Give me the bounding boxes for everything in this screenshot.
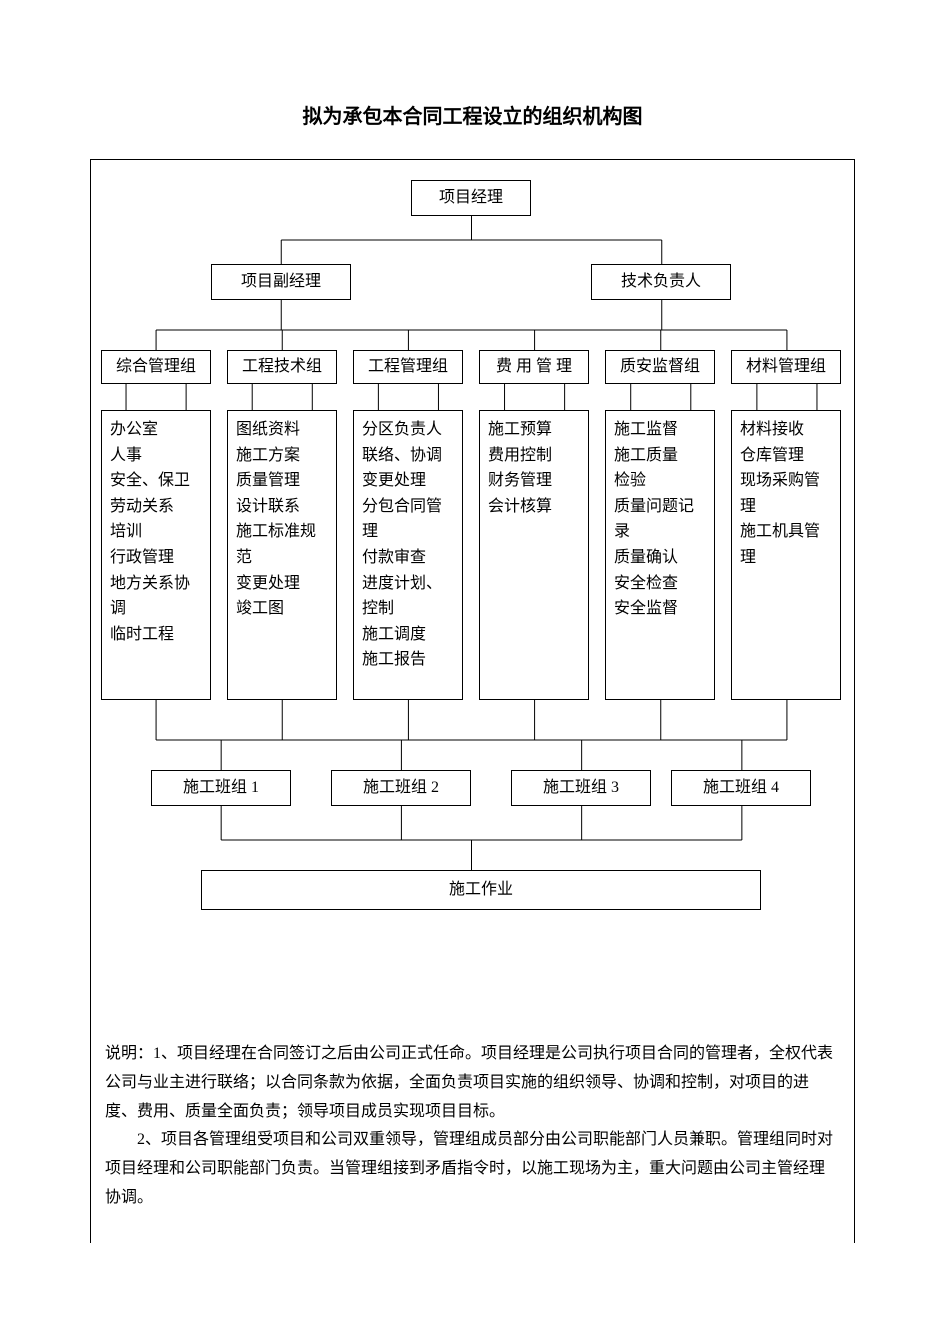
node-team-2: 施工班组 2	[331, 770, 471, 806]
detail-2: 图纸资料 施工方案 质量管理 设计联系 施工标准规范 变更处理 竣工图	[227, 410, 337, 700]
node-group-2: 工程技术组	[227, 350, 337, 384]
notes: 说明：1、项目经理在合同签订之后由公司正式任命。项目经理是公司执行项目合同的管理…	[101, 1040, 844, 1213]
node-group-3: 工程管理组	[353, 350, 463, 384]
detail-1: 办公室 人事 安全、保卫 劳动关系 培训 行政管理 地方关系协调 临时工程	[101, 410, 211, 700]
node-project-manager: 项目经理	[411, 180, 531, 216]
node-team-3: 施工班组 3	[511, 770, 651, 806]
node-group-6: 材料管理组	[731, 350, 841, 384]
node-team-1: 施工班组 1	[151, 770, 291, 806]
node-group-5: 质安监督组	[605, 350, 715, 384]
org-chart: 项目经理 项目副经理 技术负责人 综合管理组 工程技术组 工程管理组 费 用 管…	[101, 180, 844, 1000]
node-team-4: 施工班组 4	[671, 770, 811, 806]
node-group-4: 费 用 管 理	[479, 350, 589, 384]
node-group-1: 综合管理组	[101, 350, 211, 384]
detail-3: 分区负责人 联络、协调 变更处理 分包合同管理 付款审查 进度计划、控制 施工调…	[353, 410, 463, 700]
note-2: 2、项目各管理组受项目和公司双重领导，管理组成员部分由公司职能部门人员兼职。管理…	[105, 1126, 840, 1212]
note-1: 说明：1、项目经理在合同签订之后由公司正式任命。项目经理是公司执行项目合同的管理…	[105, 1040, 840, 1126]
page-title: 拟为承包本合同工程设立的组织机构图	[90, 100, 855, 129]
detail-6: 材料接收 仓库管理 现场采购管理 施工机具管理	[731, 410, 841, 700]
node-deputy-manager: 项目副经理	[211, 264, 351, 300]
node-construction-work: 施工作业	[201, 870, 761, 910]
chart-frame: 项目经理 项目副经理 技术负责人 综合管理组 工程技术组 工程管理组 费 用 管…	[90, 159, 855, 1243]
detail-4: 施工预算 费用控制 财务管理 会计核算	[479, 410, 589, 700]
node-tech-lead: 技术负责人	[591, 264, 731, 300]
detail-5: 施工监督 施工质量 检验 质量问题记录 质量确认 安全检查 安全监督	[605, 410, 715, 700]
